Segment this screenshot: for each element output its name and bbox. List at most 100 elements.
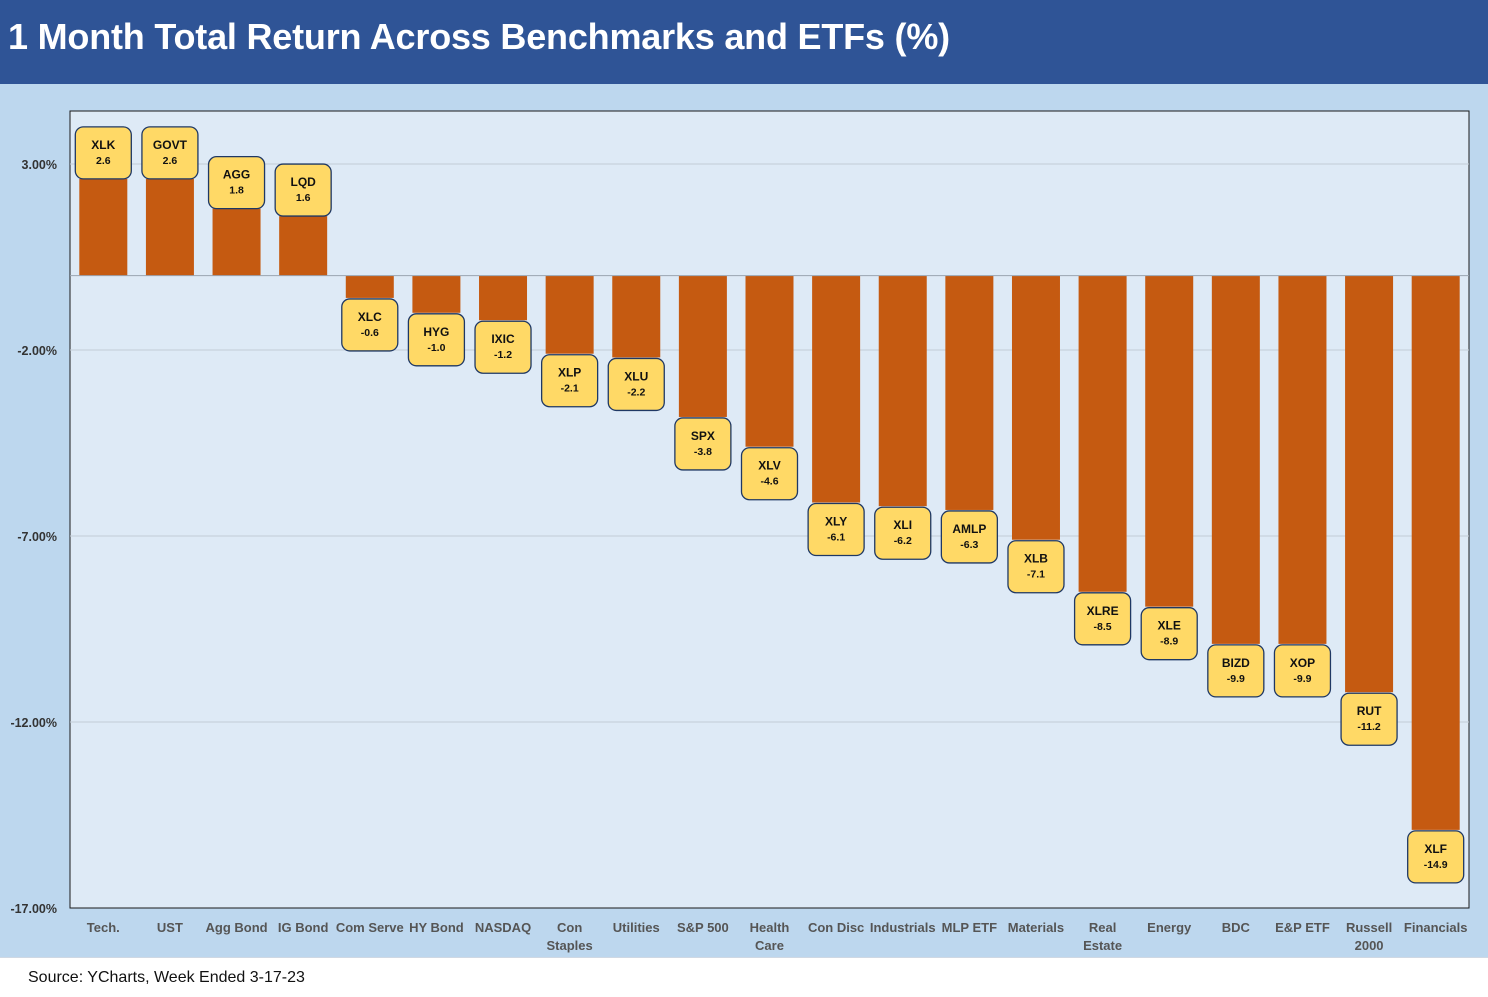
bar-xli — [878, 275, 927, 507]
ticker-label: XLRE — [1087, 604, 1119, 618]
data-label-box — [607, 357, 665, 412]
value-label: 1.6 — [296, 192, 311, 204]
data-label: HYG -1.0 — [407, 313, 466, 367]
bar-chart: 3.00%-2.00%-7.00%-12.00%-17.00% XLK2.6GO… — [10, 110, 1470, 953]
value-label: -8.9 — [1160, 636, 1178, 648]
data-label-box — [274, 163, 332, 217]
data-label-box — [1207, 644, 1265, 698]
category-label: NASDAQ — [475, 920, 531, 935]
category-label: Agg Bond — [206, 920, 268, 935]
data-label-box — [940, 510, 999, 564]
ticker-label: SPX — [691, 429, 715, 443]
data-label: XLP -2.1 — [540, 354, 599, 408]
value-label: -14.9 — [1424, 859, 1448, 871]
y-tick-label: -17.00% — [10, 902, 57, 916]
value-label: -9.9 — [1227, 673, 1245, 685]
data-label-box — [1007, 540, 1065, 594]
data-label: XLRE -8.5 — [1073, 592, 1132, 646]
ticker-label: XOP — [1290, 656, 1315, 670]
category-label: BDC — [1222, 920, 1251, 935]
footer: Source: YCharts, Week Ended 3-17-23 — [0, 957, 1488, 997]
data-label: XLK 2.6 — [74, 126, 132, 180]
ticker-label: XLP — [558, 366, 581, 380]
data-label-box — [1073, 592, 1132, 646]
ticker-label: GOVT — [153, 138, 188, 152]
ticker-label: RUT — [1357, 704, 1382, 718]
category-label: Con — [557, 920, 582, 935]
ticker-label: XLU — [624, 369, 648, 383]
category-label: 2000 — [1355, 938, 1384, 953]
ticker-label: LQD — [290, 175, 316, 189]
category-label: MLP ETF — [942, 920, 997, 935]
ticker-label: XLF — [1424, 842, 1447, 856]
data-label: BIZD -9.9 — [1207, 644, 1265, 698]
y-axis-ticks: 3.00% -2.00% -7.00% -12.00% -17.00% — [10, 158, 57, 916]
data-label-box — [1340, 692, 1398, 746]
data-label: XOP -9.9 — [1273, 644, 1332, 698]
value-label: -6.2 — [894, 535, 912, 547]
bar-xlb — [1011, 275, 1060, 540]
value-label: -6.1 — [827, 532, 845, 544]
data-label-box — [674, 417, 732, 471]
category-label: Materials — [1008, 920, 1064, 935]
ticker-label: HYG — [423, 325, 449, 339]
value-label: -0.6 — [361, 327, 379, 339]
bar-xly — [812, 275, 861, 503]
category-label: Care — [755, 938, 784, 953]
bar-xlre — [1078, 275, 1127, 592]
ticker-label: AGG — [223, 168, 250, 182]
data-label: XLC -0.6 — [341, 298, 399, 352]
data-label-box — [740, 447, 799, 501]
category-label: E&P ETF — [1275, 920, 1330, 935]
category-label: Staples — [547, 938, 593, 953]
ticker-label: XLB — [1024, 552, 1048, 566]
data-label: XLE -8.9 — [1140, 607, 1198, 661]
source-note: Source: YCharts, Week Ended 3-17-23 — [28, 969, 305, 986]
value-label: -1.0 — [427, 342, 445, 354]
category-label: Energy — [1147, 920, 1192, 935]
category-label: Industrials — [870, 920, 936, 935]
data-label-box — [474, 320, 532, 374]
ticker-label: IXIC — [491, 332, 515, 346]
ticker-label: AMLP — [952, 522, 986, 536]
category-label: Russell — [1346, 920, 1392, 935]
value-label: -8.5 — [1094, 621, 1112, 633]
category-label: Com Serve — [336, 920, 404, 935]
bar-ixic — [479, 275, 528, 321]
bar-xlp — [545, 275, 594, 354]
bar-xlk — [79, 178, 128, 276]
data-label-box — [1140, 607, 1198, 661]
data-label-box — [407, 313, 466, 367]
data-label: XLF -14.9 — [1407, 830, 1465, 884]
data-label-box — [540, 354, 599, 408]
data-label: XLV -4.6 — [740, 447, 799, 501]
ticker-label: XLY — [825, 515, 847, 529]
value-label: -2.1 — [561, 383, 579, 395]
value-label: 2.6 — [163, 155, 178, 167]
data-label: AGG 1.8 — [207, 155, 266, 210]
bar-amlp — [945, 275, 994, 510]
data-label-box — [341, 298, 399, 352]
category-label: S&P 500 — [677, 920, 729, 935]
category-label: Con Disc — [808, 920, 864, 935]
bar-lqd — [279, 216, 328, 276]
bar-xle — [1145, 275, 1194, 607]
data-label-box — [1273, 644, 1332, 698]
category-label: IG Bond — [278, 920, 329, 935]
ticker-label: BIZD — [1222, 656, 1250, 670]
data-label: AMLP -6.3 — [940, 510, 999, 564]
ticker-label: XLE — [1158, 619, 1181, 633]
bar-xlf — [1411, 275, 1460, 830]
ticker-label: XLK — [91, 138, 115, 152]
category-label: Estate — [1083, 938, 1122, 953]
header-bar: 1 Month Total Return Across Benchmarks a… — [0, 0, 1488, 84]
data-label-box — [874, 506, 932, 560]
data-label-box — [74, 126, 132, 180]
data-label: LQD 1.6 — [274, 163, 332, 217]
data-label-box — [141, 126, 199, 180]
ticker-label: XLI — [893, 518, 912, 532]
data-label: IXIC -1.2 — [474, 320, 532, 374]
category-label: UST — [157, 920, 183, 935]
category-label: Utilities — [613, 920, 660, 935]
bar-rut — [1345, 275, 1394, 693]
